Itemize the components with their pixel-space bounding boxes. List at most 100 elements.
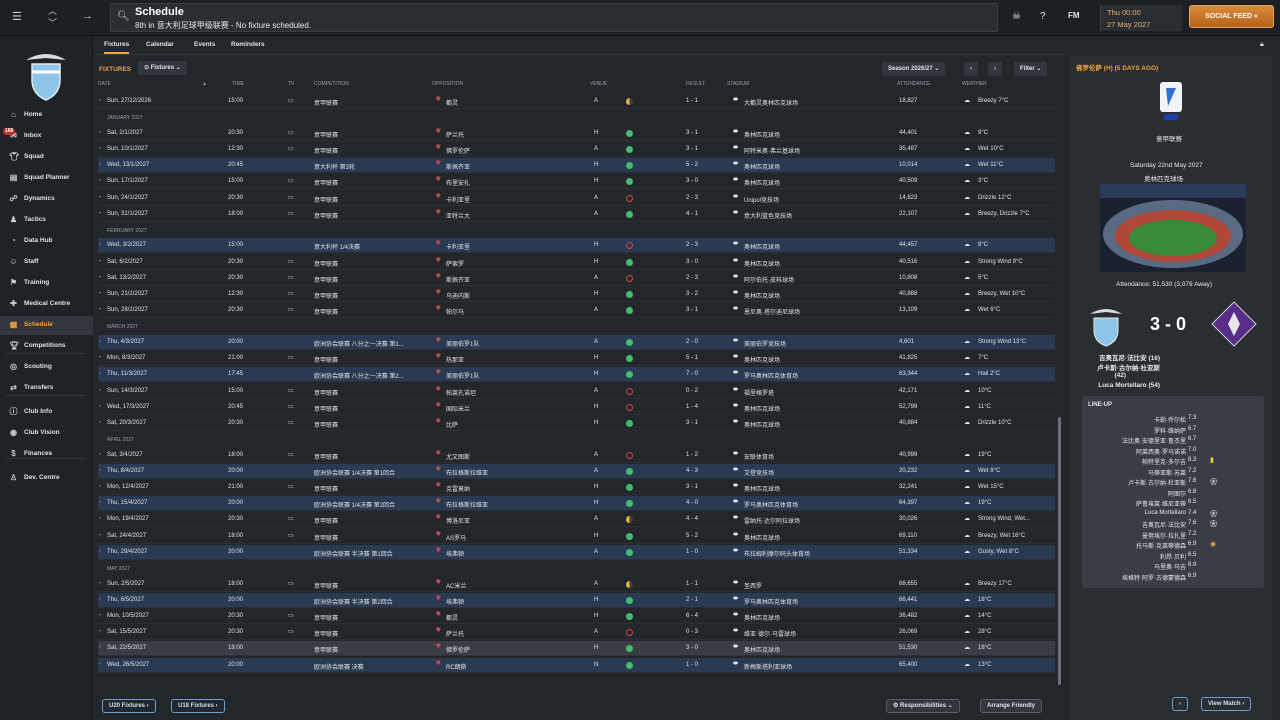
sidebar-item-home[interactable]: ⌂ Home — [0, 106, 93, 125]
fixture-result[interactable]: 3 - 0 — [686, 178, 699, 185]
table-row[interactable]: • Sun, 27/12/2026 15:00 意甲联赛 都灵 A 1 - 1 大都灵奥林匹克… — [98, 94, 1055, 109]
col-venue[interactable]: VENUE — [590, 81, 608, 87]
col-date[interactable]: DATE — [98, 81, 111, 87]
table-row[interactable]: • Sat, 3/4/2027 18:00 意甲联赛 尤文图斯 A 1 - 2 安联体育场 40… — [98, 448, 1055, 463]
lineup-player[interactable]: 卢卡斯·古尔纳·杜亚斯 7.6 ⚽︎ — [1082, 477, 1264, 487]
fixture-result[interactable]: 3 - 1 — [686, 145, 699, 152]
col-tv[interactable]: TV — [288, 81, 295, 87]
arrange-friendly-button[interactable]: Arrange Friendly — [980, 699, 1043, 713]
fixture-opposition[interactable]: 都灵 — [446, 615, 459, 622]
prev-season-button[interactable]: ‹ — [964, 62, 978, 76]
fixture-opposition[interactable]: 布拉格斯拉维亚 — [446, 470, 489, 477]
table-row[interactable]: • Sat, 24/4/2027 18:00 意甲联赛 AS罗马 H 5 - 2 奥林匹克球场… — [98, 529, 1055, 544]
lineup-player[interactable]: 帕特里克·多尔吉 8.3 ▮ — [1082, 456, 1264, 466]
fixture-opposition[interactable]: 佛罗伦萨 — [446, 648, 471, 655]
fixture-opposition[interactable]: 乌迪内斯 — [446, 294, 471, 300]
col-result[interactable]: RESULT — [686, 81, 706, 87]
table-row[interactable]: • Thu, 8/4/2027 20:00 欧洲协会联赛 1/4决赛 第1回合 布拉格斯… — [98, 463, 1055, 479]
lineup-player[interactable]: 埃格特·阿罗·古德蒙德森 6.9 — [1082, 572, 1264, 582]
col-competition[interactable]: COMPETITION — [314, 81, 349, 87]
fixture-result[interactable]: 3 - 2 — [686, 291, 699, 297]
fixture-result[interactable]: 4 - 4 — [686, 516, 699, 523]
fixture-opposition[interactable]: 卡利亚里 — [446, 245, 471, 252]
lineup-player[interactable]: 萨鲁埃莱·维尼亚蒂 6.5 — [1082, 498, 1264, 508]
scrollbar[interactable] — [1058, 417, 1061, 685]
fixture-result[interactable]: 3 - 1 — [686, 484, 699, 490]
table-row[interactable]: • Sun, 31/1/2027 18:00 意甲联赛 亚特兰大 A 4 - 1 意大利蓝色竞… — [98, 207, 1055, 222]
fixture-opposition[interactable]: 帕尔马 — [446, 310, 465, 317]
fixture-result[interactable]: 1 - 0 — [686, 548, 699, 555]
fixture-opposition[interactable]: 布拉格斯拉维亚 — [446, 503, 489, 510]
fixture-opposition[interactable]: 卡利亚里 — [446, 197, 471, 204]
social-feed-button[interactable]: SOCIAL FEED » — [1189, 5, 1274, 28]
fixture-result[interactable]: 5 - 1 — [686, 355, 699, 362]
sidebar-item-dev-centre[interactable]: ♙ Dev. Centre — [0, 469, 93, 488]
fixture-result[interactable]: 1 - 4 — [686, 403, 699, 410]
table-row[interactable]: • Sun, 2/5/2027 18:00 意甲联赛 AC米兰 A 1 - 1 圣西罗 68,6… — [98, 577, 1055, 592]
lineup-player[interactable]: 托马斯·克莱蒂德森 6.9 ◉ — [1082, 540, 1264, 550]
fixture-result[interactable]: 5 - 2 — [686, 162, 699, 169]
tab-fixtures[interactable]: Fixtures — [104, 41, 130, 54]
table-row[interactable]: • Sat, 20/3/2027 20:30 意甲联赛 比萨 H 3 - 1 奥林匹克球场 40… — [98, 416, 1055, 431]
fixture-result[interactable]: 3 - 1 — [686, 419, 699, 426]
sidebar-item-squad-planner[interactable]: ▤ Squad Planner — [0, 169, 93, 188]
sidebar-item-transfers[interactable]: ⇄ Transfers — [0, 379, 93, 398]
fixture-opposition[interactable]: 克雷莫纳 — [446, 487, 471, 493]
lineup-player[interactable]: 罗科·维纳萨 6.7 — [1082, 425, 1264, 435]
fixture-result[interactable]: 3 - 0 — [686, 258, 699, 265]
fixture-result[interactable]: 3 - 1 — [686, 129, 699, 136]
fixture-opposition[interactable]: 斯佩齐亚 — [446, 277, 471, 284]
tab-events[interactable]: Events — [194, 41, 216, 48]
lineup-player[interactable]: 马蒂亚斯·苏莱 7.2 — [1082, 467, 1264, 477]
table-row[interactable]: • Thu, 11/3/2027 17:45 欧洲协会联赛 八分之一决赛 第2... 美… — [98, 367, 1055, 383]
lineup-player[interactable]: 马里奥·马吉 6.9 — [1082, 561, 1264, 571]
sidebar-item-training[interactable]: ⚑ Training — [0, 274, 93, 293]
sidebar-item-dynamics[interactable]: ☍ Dynamics — [0, 190, 93, 209]
fixture-result[interactable]: 4 - 3 — [686, 467, 699, 474]
tab-reminders[interactable]: Reminders — [231, 41, 265, 48]
fixture-opposition[interactable]: AC米兰 — [446, 583, 467, 590]
table-row[interactable]: • Sun, 14/3/2027 15:00 意甲联赛 帕莱孔诺坦 A 0 - 2 福里格罗塔… — [98, 384, 1055, 399]
fixture-opposition[interactable]: 萨兰托 — [446, 132, 465, 139]
sidebar-item-finances[interactable]: $ Finances — [0, 445, 93, 464]
sidebar-item-competitions[interactable]: 🏆︎ Competitions — [0, 337, 93, 356]
menu-icon[interactable]: ☰ — [12, 11, 22, 23]
table-row[interactable]: • Wed, 17/3/2027 20:45 意甲联赛 国际米兰 H 1 - 4 奥林匹克球场… — [98, 400, 1055, 415]
fixture-opposition[interactable]: AS罗马 — [446, 535, 467, 542]
table-row[interactable]: • Mon, 12/4/2027 21:00 意甲联赛 克雷莫纳 H 3 - 1 奥林匹克球场… — [98, 480, 1055, 495]
fixture-result[interactable]: 5 - 2 — [686, 532, 699, 539]
chevron-up-icon[interactable]: ︿ — [48, 6, 58, 16]
lineup-player[interactable]: 阿莱西奥·罗马诺诺 7.0 — [1082, 446, 1264, 456]
fixture-result[interactable]: 3 - 1 — [686, 307, 699, 314]
table-row[interactable]: • Sat, 22/5/2027 18:00 意甲联赛 佛罗伦萨 H 3 - 0 奥林匹克球场… — [98, 641, 1055, 657]
fm-logo[interactable]: FM — [1068, 11, 1080, 20]
lineup-player[interactable]: 阿图尔 6.8 — [1082, 488, 1264, 498]
next-season-button[interactable]: › — [988, 62, 1002, 76]
table-row[interactable]: • Sat, 13/2/2027 20:30 意甲联赛 斯佩齐亚 A 2 - 3 阿尔伯托·皮… — [98, 271, 1055, 286]
table-row[interactable]: • Mon, 10/5/2027 20:30 意甲联赛 都灵 H 6 - 4 奥林匹克球场 36… — [98, 609, 1055, 624]
sort-icon[interactable]: ▲ — [202, 81, 207, 87]
fixture-opposition[interactable]: 热那亚 — [446, 358, 465, 365]
table-row[interactable]: • Sat, 2/1/2027 20:30 意甲联赛 萨兰托 H 3 - 1 奥林匹克球场 44… — [98, 126, 1055, 141]
sidebar-item-tactics[interactable]: ♟ Tactics — [0, 211, 93, 230]
fixture-opposition[interactable]: 萨兰托 — [446, 632, 465, 639]
u20-fixtures-button[interactable]: U20 Fixtures › — [102, 699, 156, 713]
fixture-result[interactable]: 1 - 0 — [686, 661, 699, 668]
lineup-player[interactable]: 曼努埃尔·拉扎里 7.2 — [1082, 530, 1264, 540]
fixture-result[interactable]: 2 - 1 — [686, 596, 699, 603]
fixture-result[interactable]: 2 - 3 — [686, 194, 699, 201]
sidebar-item-medical-centre[interactable]: ✚ Medical Centre — [0, 295, 93, 314]
fixtures-dropdown[interactable]: ⊙ Fixtures ⌄ — [138, 61, 187, 75]
lineup-player[interactable]: 法比奥·安德里亚·鲁杰里 6.7 — [1082, 435, 1264, 445]
fixture-opposition[interactable]: 美丽伯罗1队 — [446, 341, 480, 348]
fixture-result[interactable]: 0 - 2 — [686, 387, 699, 394]
fixture-opposition[interactable]: 博洛尼亚 — [446, 519, 471, 526]
fixture-opposition[interactable]: 佛罗伦萨 — [446, 148, 471, 155]
fixture-opposition[interactable]: 尤文图斯 — [446, 454, 471, 461]
fixture-opposition[interactable]: 美丽伯罗1队 — [446, 374, 480, 381]
forward-arrow-icon[interactable]: → — [82, 10, 93, 22]
fixture-result[interactable]: 2 - 3 — [686, 274, 699, 281]
fixture-opposition[interactable]: 比萨 — [446, 422, 459, 429]
fixture-opposition[interactable]: 布里安扎 — [446, 181, 471, 188]
fixture-result[interactable]: 4 - 0 — [686, 500, 699, 507]
